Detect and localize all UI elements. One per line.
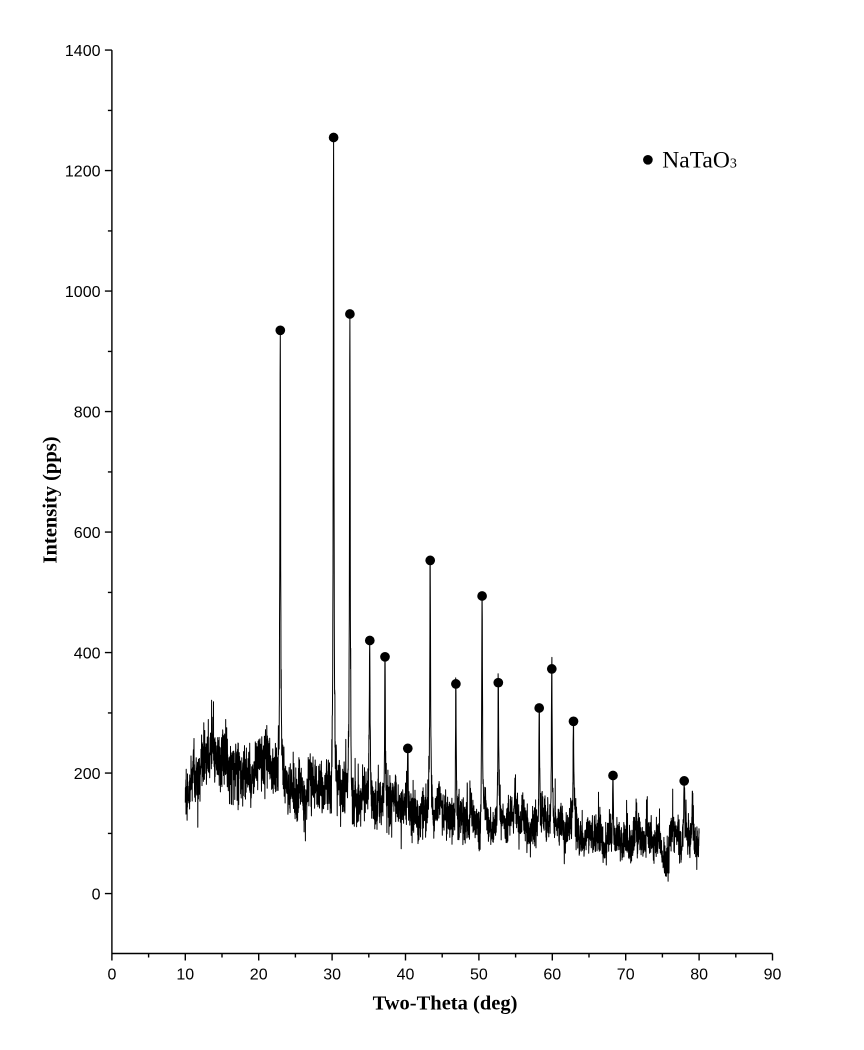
- svg-text:70: 70: [617, 967, 635, 984]
- svg-text:20: 20: [250, 967, 268, 984]
- svg-text:0: 0: [107, 967, 116, 984]
- svg-text:400: 400: [74, 646, 101, 663]
- svg-text:Intensity (pps): Intensity (pps): [39, 436, 61, 563]
- svg-text:60: 60: [543, 967, 561, 984]
- svg-text:800: 800: [74, 405, 101, 422]
- svg-text:0: 0: [92, 887, 101, 904]
- svg-text:600: 600: [74, 525, 101, 542]
- svg-text:10: 10: [176, 967, 194, 984]
- svg-text:NaTaO3: NaTaO3: [662, 147, 737, 173]
- svg-text:90: 90: [764, 967, 782, 984]
- svg-text:Two-Theta (deg): Two-Theta (deg): [373, 993, 518, 1015]
- svg-text:1400: 1400: [65, 43, 101, 60]
- svg-text:40: 40: [397, 967, 415, 984]
- svg-text:50: 50: [470, 967, 488, 984]
- svg-text:200: 200: [74, 766, 101, 783]
- svg-text:80: 80: [690, 967, 708, 984]
- svg-text:1200: 1200: [65, 164, 101, 181]
- svg-text:1000: 1000: [65, 284, 101, 301]
- svg-text:30: 30: [323, 967, 341, 984]
